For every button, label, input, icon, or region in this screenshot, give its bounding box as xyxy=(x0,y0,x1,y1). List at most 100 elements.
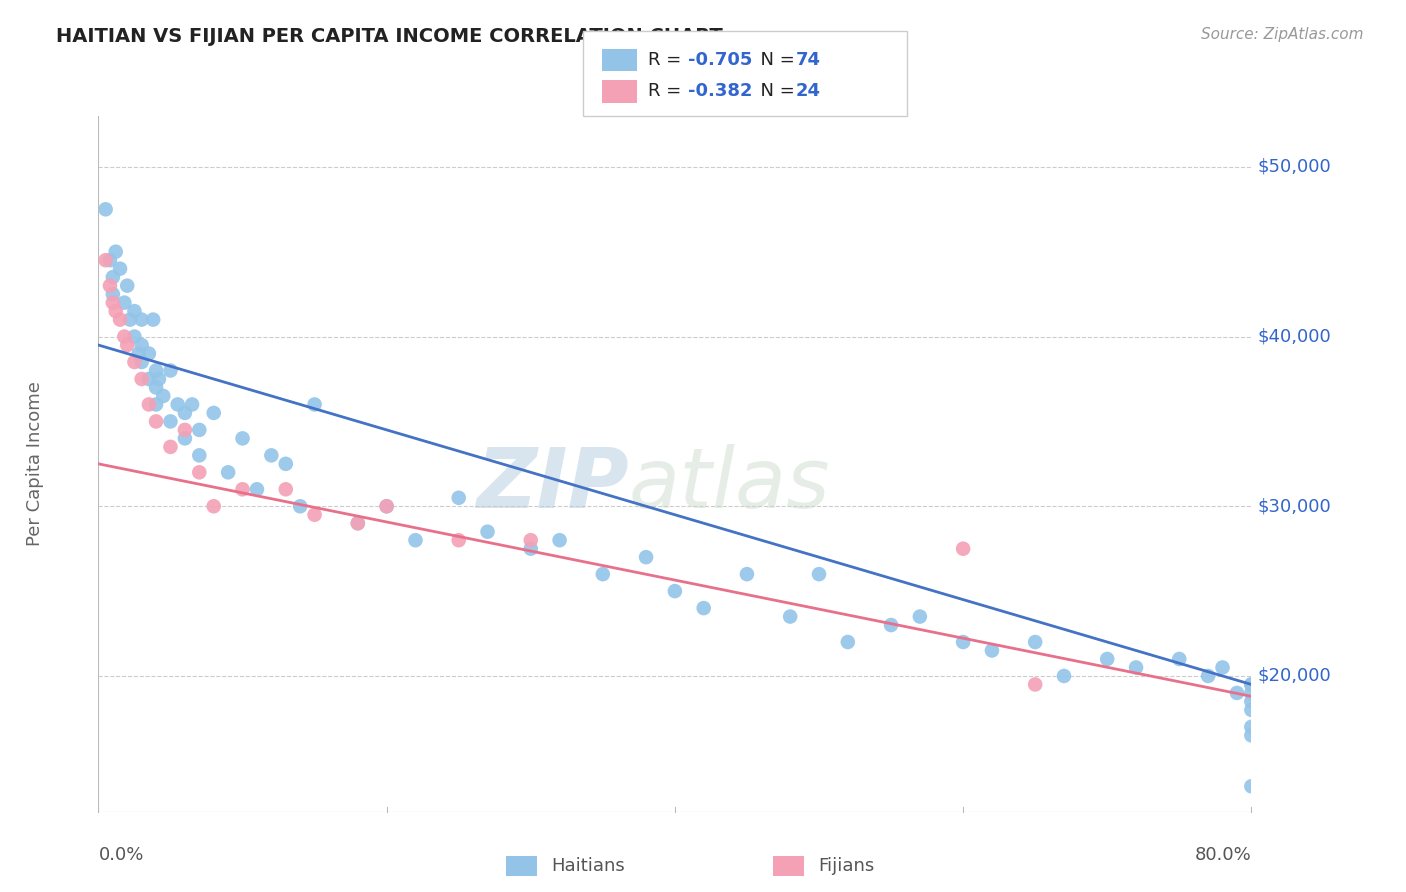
Text: R =: R = xyxy=(648,51,688,70)
Point xyxy=(1240,703,1263,717)
Point xyxy=(159,414,181,428)
Point xyxy=(346,516,368,531)
Text: Fijians: Fijians xyxy=(818,857,875,875)
Point xyxy=(128,346,150,360)
Point xyxy=(117,278,138,293)
Point xyxy=(1240,677,1263,691)
Point xyxy=(94,202,117,217)
Point xyxy=(131,312,153,326)
Point xyxy=(837,635,859,649)
Text: -0.705: -0.705 xyxy=(688,51,752,70)
Point xyxy=(447,533,470,548)
Point xyxy=(131,338,153,352)
Point xyxy=(159,440,181,454)
Point xyxy=(807,567,830,582)
Point xyxy=(304,508,326,522)
Text: 24: 24 xyxy=(796,82,821,101)
Point xyxy=(1240,720,1263,734)
Point xyxy=(952,541,974,556)
Point xyxy=(636,550,658,565)
Point xyxy=(1125,660,1147,674)
Point xyxy=(174,431,197,445)
Point xyxy=(120,312,142,326)
Text: N =: N = xyxy=(749,82,801,101)
Text: N =: N = xyxy=(749,51,801,70)
Point xyxy=(112,295,135,310)
Point xyxy=(1240,677,1263,691)
Text: 80.0%: 80.0% xyxy=(1195,846,1251,863)
Point xyxy=(138,397,160,411)
Point xyxy=(101,295,124,310)
Point xyxy=(166,397,188,411)
Point xyxy=(202,500,225,514)
Point xyxy=(880,618,903,632)
Point xyxy=(405,533,427,548)
Point xyxy=(908,609,931,624)
Point xyxy=(101,287,124,301)
Point xyxy=(152,389,174,403)
Point xyxy=(231,431,254,445)
Text: Haitians: Haitians xyxy=(551,857,624,875)
Text: atlas: atlas xyxy=(628,444,831,525)
Point xyxy=(145,397,167,411)
Point xyxy=(138,372,160,386)
Point xyxy=(290,500,312,514)
Point xyxy=(202,406,225,420)
Point xyxy=(735,567,758,582)
Point xyxy=(346,516,368,531)
Point xyxy=(217,466,239,480)
Text: HAITIAN VS FIJIAN PER CAPITA INCOME CORRELATION CHART: HAITIAN VS FIJIAN PER CAPITA INCOME CORR… xyxy=(56,27,723,45)
Point xyxy=(447,491,470,505)
Text: $30,000: $30,000 xyxy=(1257,497,1331,516)
Text: $20,000: $20,000 xyxy=(1257,667,1331,685)
Point xyxy=(98,253,121,268)
Point xyxy=(174,423,197,437)
Text: Per Capita Income: Per Capita Income xyxy=(25,382,44,546)
Point xyxy=(693,601,716,615)
Point xyxy=(98,278,121,293)
Point xyxy=(131,372,153,386)
Point xyxy=(1240,694,1263,708)
Text: $40,000: $40,000 xyxy=(1257,327,1331,345)
Point xyxy=(188,448,211,462)
Point xyxy=(1097,652,1119,666)
Text: 74: 74 xyxy=(796,51,821,70)
Point xyxy=(375,500,398,514)
Point xyxy=(1168,652,1191,666)
Point xyxy=(145,380,167,394)
Text: -0.382: -0.382 xyxy=(688,82,752,101)
Point xyxy=(1240,779,1263,793)
Point xyxy=(304,397,326,411)
Point xyxy=(145,363,167,377)
Point xyxy=(145,414,167,428)
Point xyxy=(779,609,801,624)
Point xyxy=(104,244,127,259)
Text: Source: ZipAtlas.com: Source: ZipAtlas.com xyxy=(1201,27,1364,42)
Text: $50,000: $50,000 xyxy=(1257,158,1331,176)
Point xyxy=(138,346,160,360)
Point xyxy=(188,466,211,480)
Point xyxy=(231,483,254,497)
Point xyxy=(124,329,146,343)
Point xyxy=(981,643,1004,657)
Point xyxy=(477,524,499,539)
Point xyxy=(1240,728,1263,742)
Point xyxy=(520,533,543,548)
Point xyxy=(1024,677,1046,691)
Point xyxy=(188,423,211,437)
Point xyxy=(1212,660,1234,674)
Point xyxy=(94,253,117,268)
Text: R =: R = xyxy=(648,82,688,101)
Text: 0.0%: 0.0% xyxy=(98,846,143,863)
Point xyxy=(174,406,197,420)
Point xyxy=(548,533,571,548)
Point xyxy=(181,397,204,411)
Point xyxy=(117,338,138,352)
Point xyxy=(108,261,131,276)
Point xyxy=(246,483,269,497)
Point xyxy=(1024,635,1046,649)
Point xyxy=(108,312,131,326)
Point xyxy=(104,304,127,318)
Point xyxy=(148,372,170,386)
Text: ZIP: ZIP xyxy=(477,444,628,525)
